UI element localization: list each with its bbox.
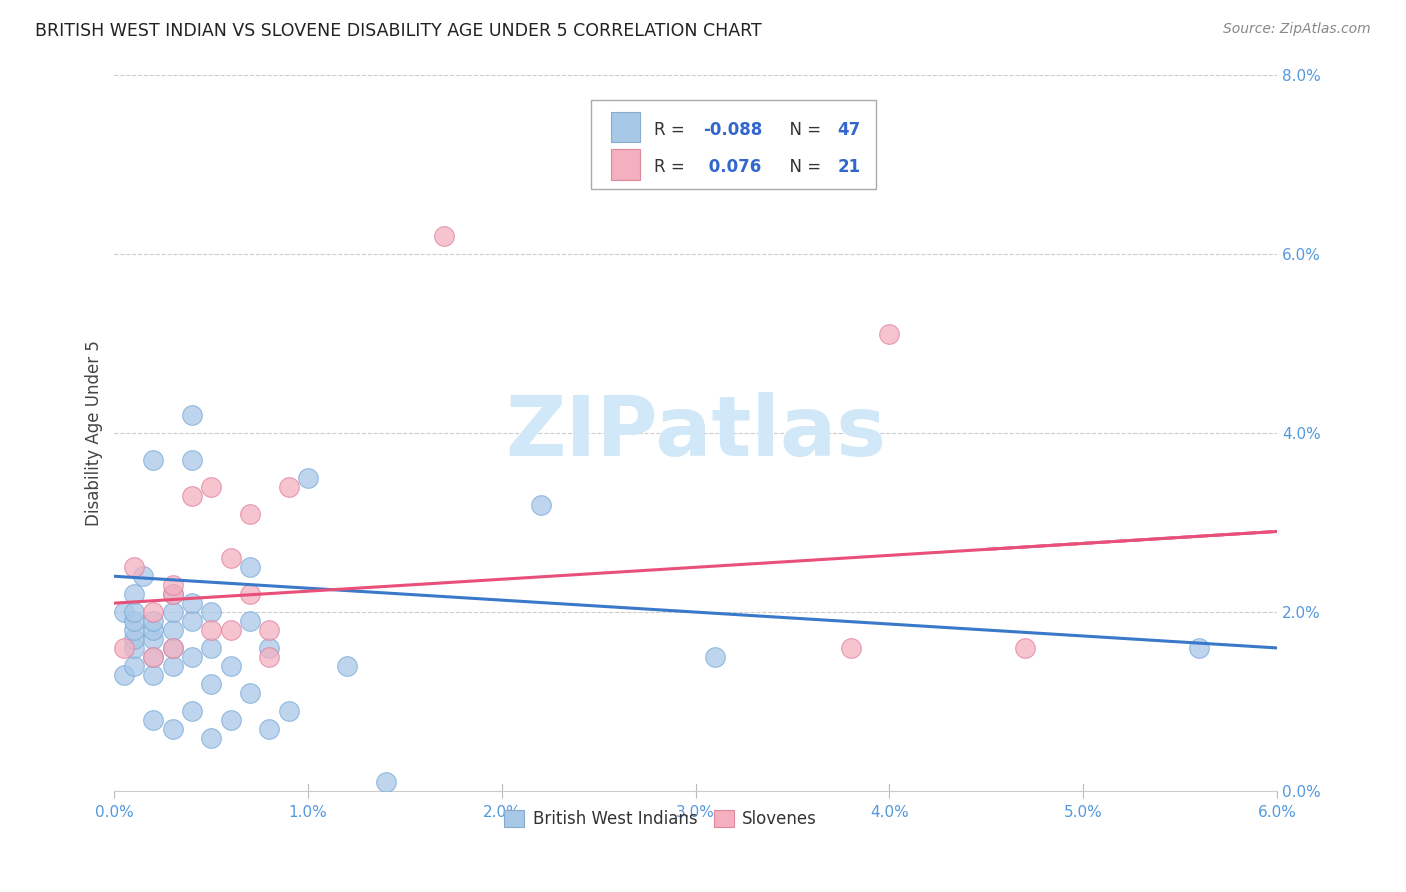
Point (122, 623, 145, 637)
Text: BRITISH WEST INDIAN VS SLOVENE DISABILITY AGE UNDER 5 CORRELATION CHART: BRITISH WEST INDIAN VS SLOVENE DISABILIT… (35, 22, 762, 40)
Point (1014, 640, 1036, 655)
Point (122, 605, 145, 619)
Point (530, 498, 553, 512)
Point (122, 640, 145, 655)
Point (239, 560, 262, 574)
Point (219, 623, 242, 637)
Point (1188, 640, 1211, 655)
Point (239, 686, 262, 700)
Point (259, 722, 281, 736)
Point (122, 587, 145, 601)
Point (142, 614, 165, 628)
Point (142, 713, 165, 727)
Point (180, 614, 202, 628)
Point (142, 632, 165, 646)
Legend: British West Indians, Slovenes: British West Indians, Slovenes (498, 803, 824, 835)
Point (122, 658, 145, 673)
Point (112, 668, 135, 682)
Point (200, 623, 222, 637)
Point (112, 605, 135, 619)
Point (162, 658, 184, 673)
Point (122, 614, 145, 628)
Point (200, 640, 222, 655)
Text: ZIPatlas: ZIPatlas (505, 392, 886, 474)
Point (200, 480, 222, 494)
Point (374, 775, 396, 789)
Bar (610, 112, 640, 142)
Point (200, 731, 222, 745)
Point (259, 623, 281, 637)
Point (239, 614, 262, 628)
Point (162, 605, 184, 619)
Point (122, 632, 145, 646)
Text: -0.088: -0.088 (703, 120, 762, 138)
Point (219, 713, 242, 727)
Text: 0.076: 0.076 (703, 159, 761, 177)
Text: N =: N = (779, 159, 827, 177)
Point (142, 623, 165, 637)
Bar (610, 150, 640, 179)
Point (162, 587, 184, 601)
Point (162, 640, 184, 655)
Point (277, 480, 299, 494)
Text: 21: 21 (838, 159, 860, 177)
Point (180, 596, 202, 610)
Point (142, 605, 165, 619)
Text: N =: N = (779, 120, 827, 138)
Point (259, 640, 281, 655)
Point (239, 587, 262, 601)
Y-axis label: Disability Age Under 5: Disability Age Under 5 (86, 340, 103, 526)
Point (277, 704, 299, 718)
Point (122, 560, 145, 574)
FancyBboxPatch shape (591, 100, 876, 189)
Point (336, 658, 359, 673)
Point (839, 640, 862, 655)
Point (219, 551, 242, 566)
Point (704, 649, 727, 664)
Point (142, 649, 165, 664)
Point (162, 587, 184, 601)
Point (200, 677, 222, 691)
Text: R =: R = (654, 120, 690, 138)
Point (180, 649, 202, 664)
Point (162, 722, 184, 736)
Point (297, 471, 319, 485)
Point (239, 507, 262, 521)
Point (162, 578, 184, 592)
Point (112, 640, 135, 655)
Point (162, 640, 184, 655)
Text: Source: ZipAtlas.com: Source: ZipAtlas.com (1223, 22, 1371, 37)
Point (879, 327, 901, 342)
Point (180, 704, 202, 718)
Point (142, 649, 165, 664)
Text: 47: 47 (838, 120, 860, 138)
Point (259, 649, 281, 664)
Point (180, 489, 202, 503)
Point (132, 569, 155, 583)
Point (142, 452, 165, 467)
Point (180, 452, 202, 467)
Point (433, 228, 456, 243)
Text: R =: R = (654, 159, 695, 177)
Point (200, 605, 222, 619)
Point (162, 623, 184, 637)
Point (180, 408, 202, 422)
Point (142, 668, 165, 682)
Point (219, 658, 242, 673)
